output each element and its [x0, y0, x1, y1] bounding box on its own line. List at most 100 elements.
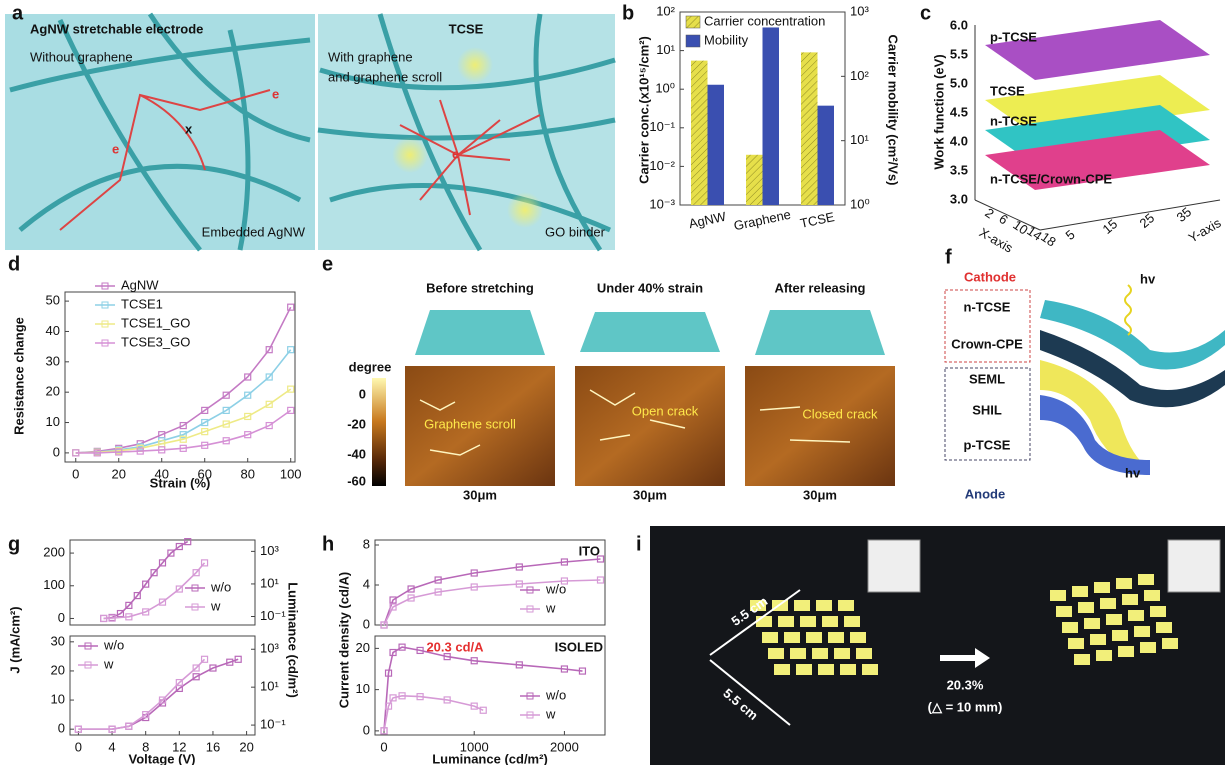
panel-a: AgNW stretchable electrode Without graph…	[5, 14, 615, 250]
layer-label: TCSE	[990, 83, 1025, 98]
photon	[1125, 285, 1131, 335]
photon-label: hv	[1140, 271, 1156, 286]
z-label: Y-axis	[1186, 215, 1224, 246]
cathode-label: Cathode	[964, 269, 1016, 284]
y-tick-label: 10	[46, 414, 60, 429]
y2-tick-label: 10⁻¹	[260, 717, 286, 732]
y-tick-label: 200	[43, 545, 65, 560]
y2-tick-label: 10³	[850, 3, 869, 18]
x-tick-label: AgNW	[687, 209, 728, 232]
annotation: ISOLED	[555, 639, 603, 654]
panel-letter: g	[8, 533, 20, 555]
legend-swatch	[686, 16, 700, 28]
legend-label: AgNW	[121, 277, 159, 292]
led	[1134, 626, 1150, 637]
right-subtitle: With graphene	[328, 49, 413, 64]
led	[1128, 610, 1144, 621]
right-note: GO binder	[545, 224, 606, 239]
inset	[1168, 540, 1220, 592]
y-tick-label: 10¹	[656, 42, 675, 57]
y2-tick-label: 10⁰	[850, 196, 870, 211]
annotation: Graphene scroll	[424, 416, 516, 431]
x-tick-label: Graphene	[732, 207, 792, 234]
y-tick-label: 5.5	[950, 46, 968, 61]
image-title: Under 40% strain	[597, 280, 703, 295]
scale-bar: 30μm	[803, 487, 837, 502]
x-tick-label: 2000	[550, 739, 579, 754]
junction	[457, 47, 493, 83]
y-tick-label: 3.0	[950, 191, 968, 206]
led	[1084, 618, 1100, 629]
led	[1144, 590, 1160, 601]
y-tick-label: 10	[51, 691, 65, 706]
electron-label: e	[272, 86, 279, 101]
z-tick-label: 5	[1062, 227, 1077, 243]
x-tick-label: 100	[280, 466, 302, 481]
legend-label: Carrier concentration	[704, 13, 825, 28]
legend-label: TCSE1	[121, 296, 163, 311]
displacement: (△ = 10 mm)	[928, 699, 1003, 714]
led	[1100, 598, 1116, 609]
x-label: Luminance (cd/m²)	[432, 751, 548, 765]
led	[1150, 606, 1166, 617]
annotation: Closed crack	[802, 406, 878, 421]
y2-tick-label: 10³	[260, 641, 279, 656]
led	[800, 616, 816, 627]
led	[1162, 638, 1178, 649]
plot-frame	[70, 636, 255, 735]
led	[1090, 634, 1106, 645]
y-tick-label: 100	[43, 577, 65, 592]
x-tick-label: 0	[380, 739, 387, 754]
y2-tick-label: 10¹	[850, 132, 869, 147]
layer-label: Crown-CPE	[951, 336, 1023, 351]
led	[816, 600, 832, 611]
line	[76, 389, 291, 453]
colorbar	[372, 378, 386, 486]
electron-label: e	[452, 146, 459, 161]
y-tick-label: 10⁰	[655, 81, 675, 96]
marker	[480, 707, 486, 713]
line	[78, 659, 204, 729]
legend-label: w/o	[545, 581, 566, 596]
led	[834, 648, 850, 659]
y-tick-label: 10⁻¹	[649, 119, 675, 134]
led	[806, 632, 822, 643]
colorbar-tick: 0	[359, 386, 366, 401]
layer-label: SEML	[969, 371, 1005, 386]
led	[1078, 602, 1094, 613]
bar	[708, 85, 725, 205]
led	[1072, 586, 1088, 597]
y2-tick-label: 10¹	[260, 575, 279, 590]
led	[850, 632, 866, 643]
y-tick-label: 30	[51, 633, 65, 648]
left-title: AgNW stretchable electrode	[30, 21, 203, 36]
bar	[818, 106, 835, 205]
junction	[392, 137, 428, 173]
y-tick-label: 10²	[656, 3, 675, 18]
led	[1096, 650, 1112, 661]
legend-label: w	[545, 600, 556, 615]
led	[1094, 582, 1110, 593]
annotation: 20.3 cd/A	[426, 639, 484, 654]
led	[1138, 574, 1154, 585]
y-tick-label: 4.5	[950, 104, 968, 119]
led	[774, 664, 790, 675]
layer-label: p-TCSE	[990, 29, 1037, 44]
x-tick-label: 20	[112, 466, 126, 481]
film	[580, 312, 720, 352]
x-label: Strain (%)	[150, 475, 211, 490]
legend-label: TCSE3_GO	[121, 334, 190, 349]
led	[784, 632, 800, 643]
panel-f: Cathode n-TCSE Crown-CPE SEML SHIL p-TCS…	[945, 269, 1225, 501]
x-tick-label: 2	[982, 205, 997, 221]
y-tick-label: 0	[363, 722, 370, 737]
panel-letter: f	[945, 246, 952, 268]
panel-letter: h	[322, 533, 334, 555]
y2-tick-label: 10²	[850, 68, 869, 83]
panel-letter: b	[622, 2, 634, 24]
layer-label: p-TCSE	[964, 437, 1011, 452]
figure: AgNW stretchable electrode Without graph…	[0, 0, 1229, 765]
x-label: Voltage (V)	[129, 751, 196, 765]
led	[790, 648, 806, 659]
x-tick-label: TCSE	[799, 209, 836, 231]
